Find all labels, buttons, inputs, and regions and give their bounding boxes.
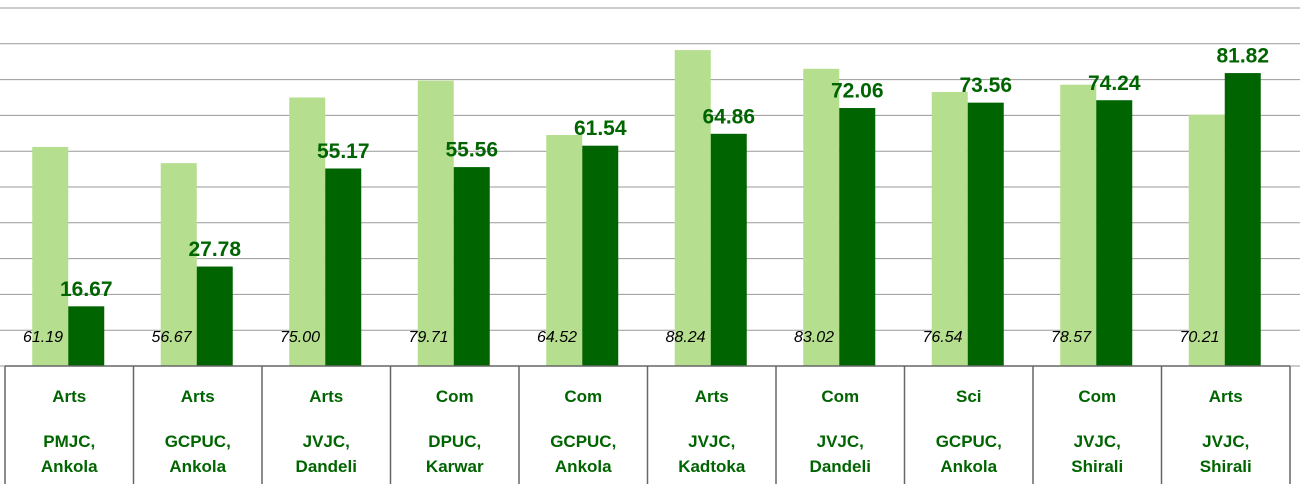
bar bbox=[325, 168, 362, 366]
value-label: 70.21 bbox=[1180, 329, 1220, 346]
stream-label: Arts bbox=[180, 387, 215, 406]
x-tick-label: JVJC, Shirali bbox=[1071, 432, 1124, 476]
x-tick-label: JVJC, Shirali bbox=[1199, 432, 1252, 476]
value-label: 73.56 bbox=[959, 74, 1012, 97]
category-cell-content: Com DPUC, Karwar bbox=[391, 384, 520, 484]
stream-label: Arts bbox=[694, 387, 729, 406]
bar bbox=[710, 133, 747, 366]
bar bbox=[582, 145, 619, 366]
value-label: 55.56 bbox=[445, 139, 498, 162]
stream-label: Arts bbox=[1208, 387, 1243, 406]
category-cell-content: Arts JVJC, Shirali bbox=[1162, 384, 1291, 484]
bar bbox=[453, 167, 490, 366]
bar bbox=[967, 102, 1004, 366]
bar bbox=[1060, 84, 1097, 367]
value-label: 16.67 bbox=[60, 278, 113, 301]
value-label: 75.00 bbox=[280, 329, 320, 346]
x-tick-label: GCPUC, Ankola bbox=[550, 432, 617, 476]
x-tick-label: PMJC, Ankola bbox=[40, 432, 98, 476]
x-tick-label: GCPUC, Ankola bbox=[164, 432, 231, 476]
stream-label: Arts bbox=[309, 387, 344, 406]
category-cell: Arts JVJC, Dandeli bbox=[262, 384, 391, 484]
category-cell: Com JVJC, Dandeli bbox=[776, 384, 905, 484]
value-label: 61.54 bbox=[574, 117, 627, 140]
value-label: 55.17 bbox=[317, 140, 370, 163]
bar bbox=[839, 108, 876, 366]
value-label: 83.02 bbox=[794, 329, 834, 346]
bar bbox=[931, 91, 968, 366]
value-label: 72.06 bbox=[831, 80, 884, 103]
category-cell-content: Arts PMJC, Ankola bbox=[5, 384, 134, 484]
bar bbox=[1096, 100, 1133, 367]
value-label: 79.71 bbox=[409, 329, 449, 346]
category-cell-content: Sci GCPUC, Ankola bbox=[905, 384, 1034, 484]
category-cell-content: Arts GCPUC, Ankola bbox=[134, 384, 263, 484]
value-label: 76.54 bbox=[923, 329, 963, 346]
stream-label: Arts bbox=[52, 387, 87, 406]
value-label: 64.52 bbox=[537, 329, 577, 346]
bar bbox=[1188, 114, 1225, 367]
category-cell: Arts JVJC, Shirali bbox=[1162, 384, 1291, 484]
category-cell: Arts PMJC, Ankola bbox=[5, 384, 134, 484]
category-cell: Com JVJC, Shirali bbox=[1033, 384, 1162, 484]
category-cell: Sci GCPUC, Ankola bbox=[905, 384, 1034, 484]
stream-label: Com bbox=[435, 387, 474, 406]
bar bbox=[32, 146, 69, 366]
value-label: 61.19 bbox=[23, 329, 63, 346]
category-cell-content: Arts JVJC, Kadtoka bbox=[648, 384, 777, 484]
category-cell-content: Com JVJC, Shirali bbox=[1033, 384, 1162, 484]
category-cell: Arts GCPUC, Ankola bbox=[134, 384, 263, 484]
category-cell-content: Com JVJC, Dandeli bbox=[776, 384, 905, 484]
category-cell: Com GCPUC, Ankola bbox=[519, 384, 648, 484]
value-label: 74.24 bbox=[1088, 72, 1141, 95]
value-label: 78.57 bbox=[1051, 329, 1092, 346]
value-label: 64.86 bbox=[702, 105, 755, 128]
bar bbox=[674, 50, 711, 366]
x-tick-label: GCPUC, Ankola bbox=[935, 432, 1002, 476]
category-cell-content: Com GCPUC, Ankola bbox=[519, 384, 648, 484]
x-tick-label: JVJC, Dandeli bbox=[295, 432, 357, 476]
stream-label: Com bbox=[564, 387, 603, 406]
bar bbox=[196, 266, 233, 366]
bar bbox=[68, 306, 105, 366]
bar bbox=[803, 68, 840, 367]
category-cell: Arts JVJC, Kadtoka bbox=[648, 384, 777, 484]
value-label: 56.67 bbox=[152, 329, 193, 346]
x-tick-label: JVJC, Dandeli bbox=[809, 432, 871, 476]
x-tick-label: JVJC, Kadtoka bbox=[678, 432, 746, 476]
bar bbox=[160, 163, 197, 366]
stream-label: Com bbox=[821, 387, 860, 406]
value-label: 27.78 bbox=[188, 238, 241, 261]
bar bbox=[289, 97, 326, 366]
stream-label: Com bbox=[1078, 387, 1117, 406]
x-tick-label: DPUC, Karwar bbox=[425, 432, 484, 476]
category-cell: Com DPUC, Karwar bbox=[391, 384, 520, 484]
value-label: 81.82 bbox=[1216, 45, 1269, 68]
value-label: 88.24 bbox=[666, 329, 706, 346]
category-cell-content: Arts JVJC, Dandeli bbox=[262, 384, 391, 484]
stream-label: Sci bbox=[955, 387, 982, 406]
bar bbox=[417, 80, 454, 367]
bar bbox=[546, 135, 583, 366]
bar bbox=[1224, 73, 1261, 366]
